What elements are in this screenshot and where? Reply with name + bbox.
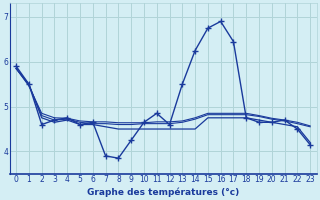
X-axis label: Graphe des températures (°c): Graphe des températures (°c): [87, 187, 239, 197]
